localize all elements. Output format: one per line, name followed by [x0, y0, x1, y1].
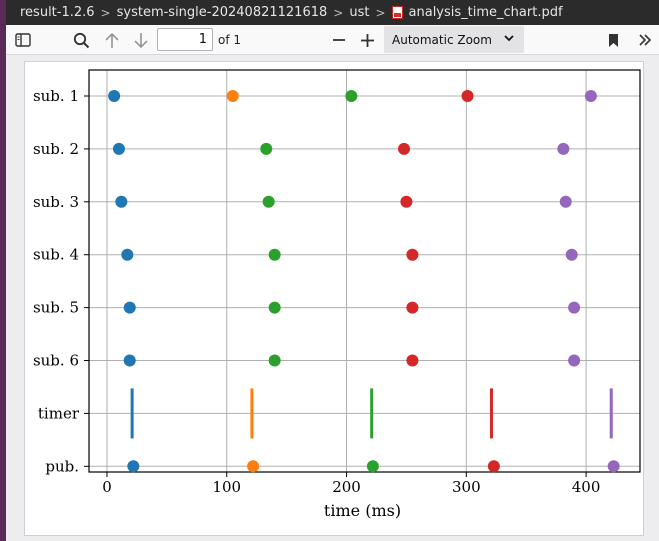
data-point: [268, 248, 281, 261]
bookmark-icon[interactable]: [602, 28, 624, 52]
data-point: [115, 195, 128, 208]
data-point: [406, 354, 419, 367]
x-tick-label: 100: [212, 478, 241, 496]
zoom-select-value: Automatic Zoom: [392, 32, 492, 47]
data-point: [366, 460, 379, 473]
chevron-right-icon: >: [375, 5, 386, 20]
data-point: [400, 195, 413, 208]
y-tick-label: sub. 5: [33, 299, 79, 317]
y-tick-label: sub. 3: [33, 193, 79, 211]
page-number-input[interactable]: [157, 28, 213, 51]
x-tick-label: 300: [452, 478, 481, 496]
data-point: [123, 354, 136, 367]
y-tick-label: pub.: [45, 457, 79, 475]
data-point: [268, 354, 281, 367]
document-viewer[interactable]: 0 100 200 300 400 sub. 1 sub. 2 sub. 3 sub. 4 sub…: [6, 55, 659, 541]
data-point: [398, 142, 411, 155]
sidebar-toggle-icon[interactable]: [12, 28, 34, 52]
y-tick-label: sub. 1: [33, 87, 79, 105]
data-point: [260, 142, 273, 155]
data-point: [112, 142, 125, 155]
page-count-label: of 1: [218, 33, 242, 47]
data-point: [584, 90, 597, 102]
data-point: [345, 90, 358, 102]
axes-frame: [88, 69, 641, 473]
breadcrumb-item-system[interactable]: system-single-20240821121618: [116, 5, 328, 20]
data-point: [121, 248, 134, 261]
data-point: [568, 301, 581, 314]
breadcrumb-item-ust[interactable]: ust: [349, 5, 370, 20]
data-point: [123, 301, 136, 314]
window-edge: [0, 0, 6, 541]
data-point: [262, 195, 275, 208]
x-tick-label: 200: [332, 478, 361, 496]
data-point: [487, 460, 500, 473]
data-point: [127, 460, 140, 473]
breadcrumb: result-1.2.6 > system-single-20240821121…: [6, 0, 659, 25]
pdf-file-icon: [391, 6, 403, 19]
data-point: [268, 301, 281, 314]
data-point: [226, 90, 239, 102]
arrow-up-icon[interactable]: [101, 28, 123, 52]
data-point: [568, 354, 581, 367]
breadcrumb-item-result[interactable]: result-1.2.6: [20, 5, 95, 20]
x-tick-label: 400: [572, 478, 601, 496]
x-tick-label: 0: [102, 478, 112, 496]
data-point: [557, 142, 570, 155]
y-tick-label: timer: [38, 404, 80, 422]
chevron-right-icon: >: [100, 5, 111, 20]
chevron-right-icon: >: [333, 5, 344, 20]
scatter-chart: 0 100 200 300 400 sub. 1 sub. 2 sub. 3 sub. 4 sub…: [33, 69, 641, 520]
chevron-double-right-icon[interactable]: [634, 28, 656, 52]
pdf-toolbar: of 1 Automatic Zoom: [6, 25, 659, 55]
zoom-select[interactable]: Automatic Zoom: [384, 26, 524, 53]
search-icon[interactable]: [70, 28, 92, 52]
breadcrumb-item-file[interactable]: analysis_time_chart.pdf: [408, 5, 563, 20]
data-point: [406, 248, 419, 261]
arrow-down-icon[interactable]: [130, 28, 152, 52]
data-point: [461, 90, 474, 102]
y-tick-label: sub. 2: [33, 140, 79, 158]
data-point: [565, 248, 578, 261]
chevron-down-icon: [504, 35, 514, 42]
plus-icon[interactable]: [356, 28, 378, 52]
x-axis-label: time (ms): [324, 501, 401, 520]
data-point: [607, 460, 620, 473]
data-point: [108, 90, 121, 102]
data-point: [247, 460, 260, 473]
data-point: [559, 195, 572, 208]
data-point: [406, 301, 419, 314]
minus-icon[interactable]: [328, 28, 350, 52]
y-tick-label: sub. 6: [33, 352, 79, 370]
y-tick-label: sub. 4: [33, 246, 79, 264]
pdf-page: 0 100 200 300 400 sub. 1 sub. 2 sub. 3 sub. 4 sub…: [25, 62, 643, 535]
